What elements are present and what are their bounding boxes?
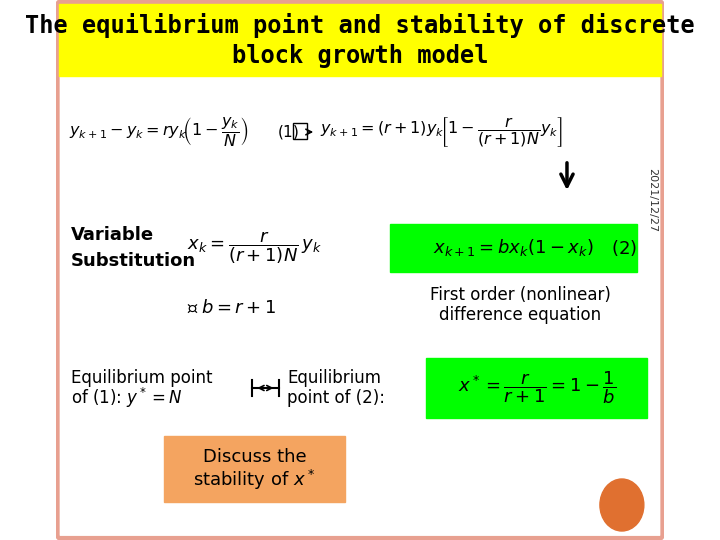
Text: First order (nonlinear): First order (nonlinear) — [430, 286, 611, 304]
Text: stability of $x^*$: stability of $x^*$ — [193, 468, 315, 492]
FancyBboxPatch shape — [293, 123, 307, 139]
Text: Discuss the: Discuss the — [202, 448, 306, 466]
Text: of (1): $y^*=N$: of (1): $y^*=N$ — [71, 386, 183, 410]
Text: $x_k = \dfrac{r}{(r+1)N}\,y_k$: $x_k = \dfrac{r}{(r+1)N}\,y_k$ — [186, 230, 322, 266]
Text: $\mathrm{记}\; b = r + 1$: $\mathrm{记}\; b = r + 1$ — [186, 299, 276, 317]
FancyBboxPatch shape — [390, 224, 637, 272]
FancyBboxPatch shape — [164, 436, 345, 502]
Text: $x_{k+1} = bx_k(1 - x_k)$: $x_{k+1} = bx_k(1 - x_k)$ — [433, 238, 594, 259]
Text: $(1)$: $(1)$ — [277, 123, 300, 141]
Text: $x^* = \dfrac{r}{r+1} = 1 - \dfrac{1}{b}$: $x^* = \dfrac{r}{r+1} = 1 - \dfrac{1}{b}… — [457, 370, 616, 406]
Text: $(2)$: $(2)$ — [611, 238, 637, 258]
FancyBboxPatch shape — [59, 4, 661, 76]
Text: block growth model: block growth model — [232, 44, 488, 68]
Text: $y_{k+1} = (r+1)y_k\!\left[1 - \dfrac{r}{(r+1)N}y_k\right]$: $y_{k+1} = (r+1)y_k\!\left[1 - \dfrac{r}… — [320, 115, 563, 149]
Text: Variable
Substitution: Variable Substitution — [71, 226, 197, 269]
Text: The equilibrium point and stability of discrete: The equilibrium point and stability of d… — [25, 14, 695, 38]
Circle shape — [600, 479, 644, 531]
Text: point of (2):: point of (2): — [287, 389, 385, 407]
FancyBboxPatch shape — [426, 358, 647, 418]
Text: $y_{k+1} - y_k = ry_k\!\left(1 - \dfrac{y_k}{N}\right)$: $y_{k+1} - y_k = ry_k\!\left(1 - \dfrac{… — [68, 116, 248, 148]
FancyBboxPatch shape — [58, 2, 662, 538]
Text: Equilibrium: Equilibrium — [287, 369, 382, 387]
Text: Equilibrium point: Equilibrium point — [71, 369, 212, 387]
Text: difference equation: difference equation — [439, 306, 602, 324]
Text: 2021/12/27: 2021/12/27 — [647, 168, 657, 232]
